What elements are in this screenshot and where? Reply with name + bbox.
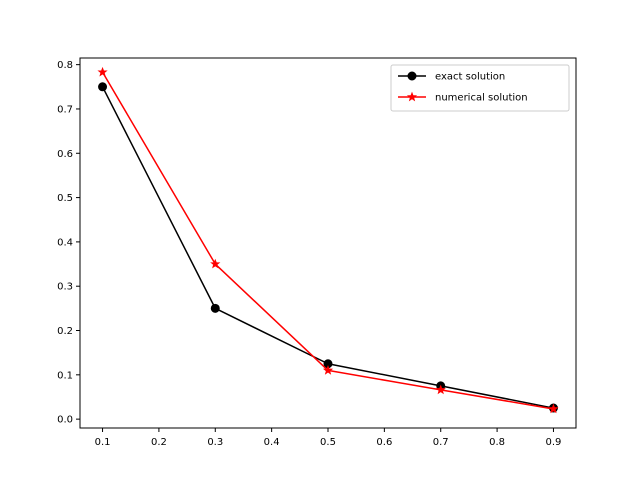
y-tick-label: 0.7 <box>57 104 73 115</box>
x-tick-label: 0.5 <box>320 437 336 448</box>
data-point-exact-solution <box>98 82 108 92</box>
y-tick-label: 0.6 <box>57 149 73 160</box>
legend-item-numerical-solution: numerical solution <box>398 91 528 104</box>
legend: exact solution numerical solution <box>390 64 570 112</box>
data-point-numerical-solution <box>210 258 221 269</box>
x-tick-label: 0.7 <box>433 437 449 448</box>
data-point-numerical-solution <box>322 365 334 375</box>
data-point-exact-solution <box>210 303 220 313</box>
data-point-numerical-solution <box>435 384 446 395</box>
y-tick-label: 0.0 <box>57 415 73 426</box>
x-tick-label: 0.1 <box>95 437 111 448</box>
x-tick-label: 0.2 <box>151 437 167 448</box>
data-point-numerical-solution <box>548 403 559 414</box>
x-tick-label: 0.6 <box>376 437 392 448</box>
y-tick-label: 0.3 <box>57 282 73 293</box>
legend-label: exact solution <box>435 72 505 83</box>
y-tick-label: 0.2 <box>57 326 73 337</box>
y-tick-label: 0.5 <box>57 193 73 204</box>
y-axis: 0.0 0.1 0.2 0.3 0.4 0.5 0.6 0.7 0.8 <box>57 60 80 426</box>
x-tick-label: 0.3 <box>207 437 223 448</box>
series-numerical-solution <box>97 66 559 414</box>
x-tick-label: 0.9 <box>546 437 562 448</box>
data-point-numerical-solution <box>97 66 108 77</box>
legend-item-exact-solution: exact solution <box>398 71 505 83</box>
legend-marker <box>407 71 417 81</box>
legend-label: numerical solution <box>435 93 528 104</box>
legend-box <box>390 64 570 112</box>
plot-frame <box>79 57 577 429</box>
plot-series <box>97 66 559 414</box>
x-tick-label: 0.8 <box>489 437 505 448</box>
x-axis: 0.1 0.2 0.3 0.4 0.5 0.6 0.7 0.8 0.9 <box>95 428 562 448</box>
x-tick-label: 0.4 <box>264 437 280 448</box>
legend-marker <box>406 91 418 102</box>
y-tick-label: 0.4 <box>57 237 73 248</box>
y-tick-label: 0.8 <box>57 60 73 71</box>
y-tick-label: 0.1 <box>57 370 73 381</box>
